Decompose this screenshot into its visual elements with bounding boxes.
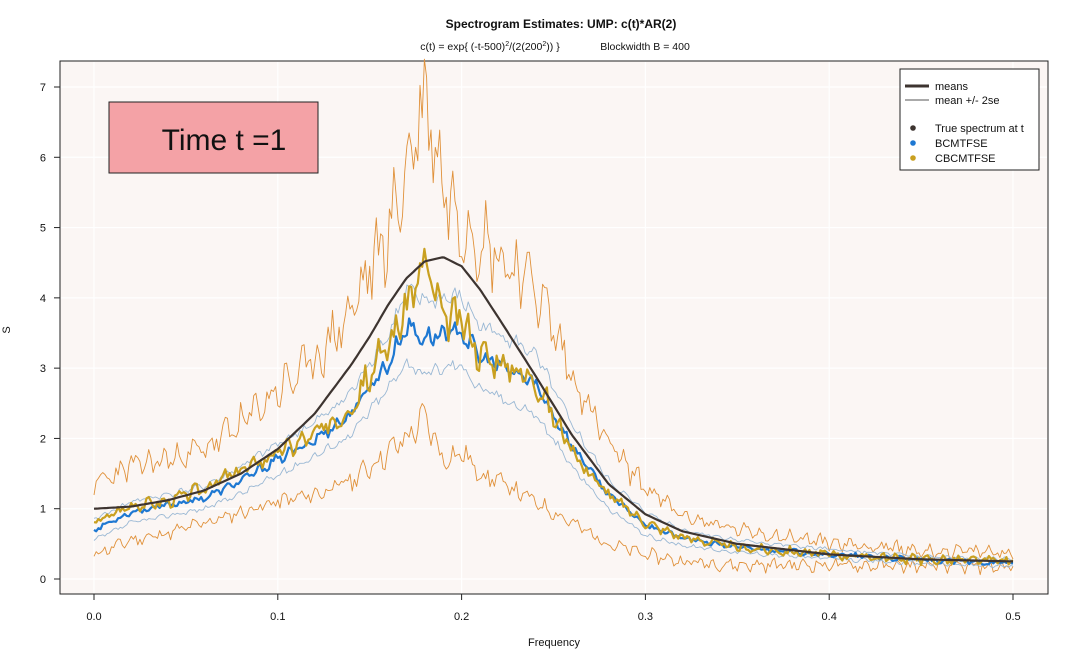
chart-title: Spectrogram Estimates: UMP: c(t)*AR(2) <box>446 17 677 31</box>
x-axis-label: Frequency <box>528 637 580 649</box>
y-tick-label: 4 <box>40 293 46 305</box>
x-tick-label: 0.4 <box>822 611 837 623</box>
series-line-cbcmtfse-mean-2se-lower <box>93 403 1014 576</box>
series-line-bcmtfse-mean-2se-upper <box>93 283 1014 562</box>
series-layer <box>93 58 1014 576</box>
legend-bcmtfse-label: BCMTFSE <box>935 138 988 150</box>
y-tick-label: 6 <box>40 152 46 164</box>
y-tick-label: 7 <box>40 82 46 94</box>
chart-subtitle-formula: c(t) = exp{ (-t-500)2/(2(2002)) } <box>420 41 560 53</box>
legend-true-swatch <box>910 125 916 131</box>
series-line-bcmtfse-mean-2se-lower <box>93 358 1014 569</box>
legend: means mean +/- 2se True spectrum at t BC… <box>899 68 1040 171</box>
x-axis-ticks: 0.0 0.1 0.2 0.3 0.4 0.5 <box>86 594 1021 623</box>
time-label: Time t =1 <box>162 124 287 157</box>
y-tick-label: 5 <box>40 223 46 235</box>
legend-means-label: means <box>935 81 969 93</box>
y-tick-label: 2 <box>40 433 46 445</box>
y-tick-label: 3 <box>40 363 46 375</box>
legend-se-label: mean +/- 2se <box>935 95 1000 107</box>
legend-cbcmtfse-label: CBCMTFSE <box>935 153 996 165</box>
legend-bcmtfse-swatch <box>910 140 916 146</box>
x-tick-label: 0.0 <box>86 611 101 623</box>
series-line-true-spectrum-at-t <box>93 256 1013 563</box>
y-tick-label: 1 <box>40 504 46 516</box>
legend-true-label: True spectrum at t <box>935 123 1024 135</box>
x-tick-label: 0.3 <box>638 611 653 623</box>
time-label-box <box>108 101 319 174</box>
y-axis-label: S <box>1 326 13 333</box>
y-tick-label: 0 <box>40 574 46 586</box>
x-tick-label: 0.1 <box>270 611 285 623</box>
chart-subtitle-blockwidth: Blockwidth B = 400 <box>600 41 690 53</box>
x-tick-label: 0.2 <box>454 611 469 623</box>
y-axis-ticks: 0 1 2 3 4 5 6 7 <box>40 82 60 586</box>
legend-cbcmtfse-swatch <box>910 155 916 161</box>
x-tick-label: 0.5 <box>1005 611 1020 623</box>
series-line-cbcmtfse-mean-2se-upper <box>93 58 1014 560</box>
